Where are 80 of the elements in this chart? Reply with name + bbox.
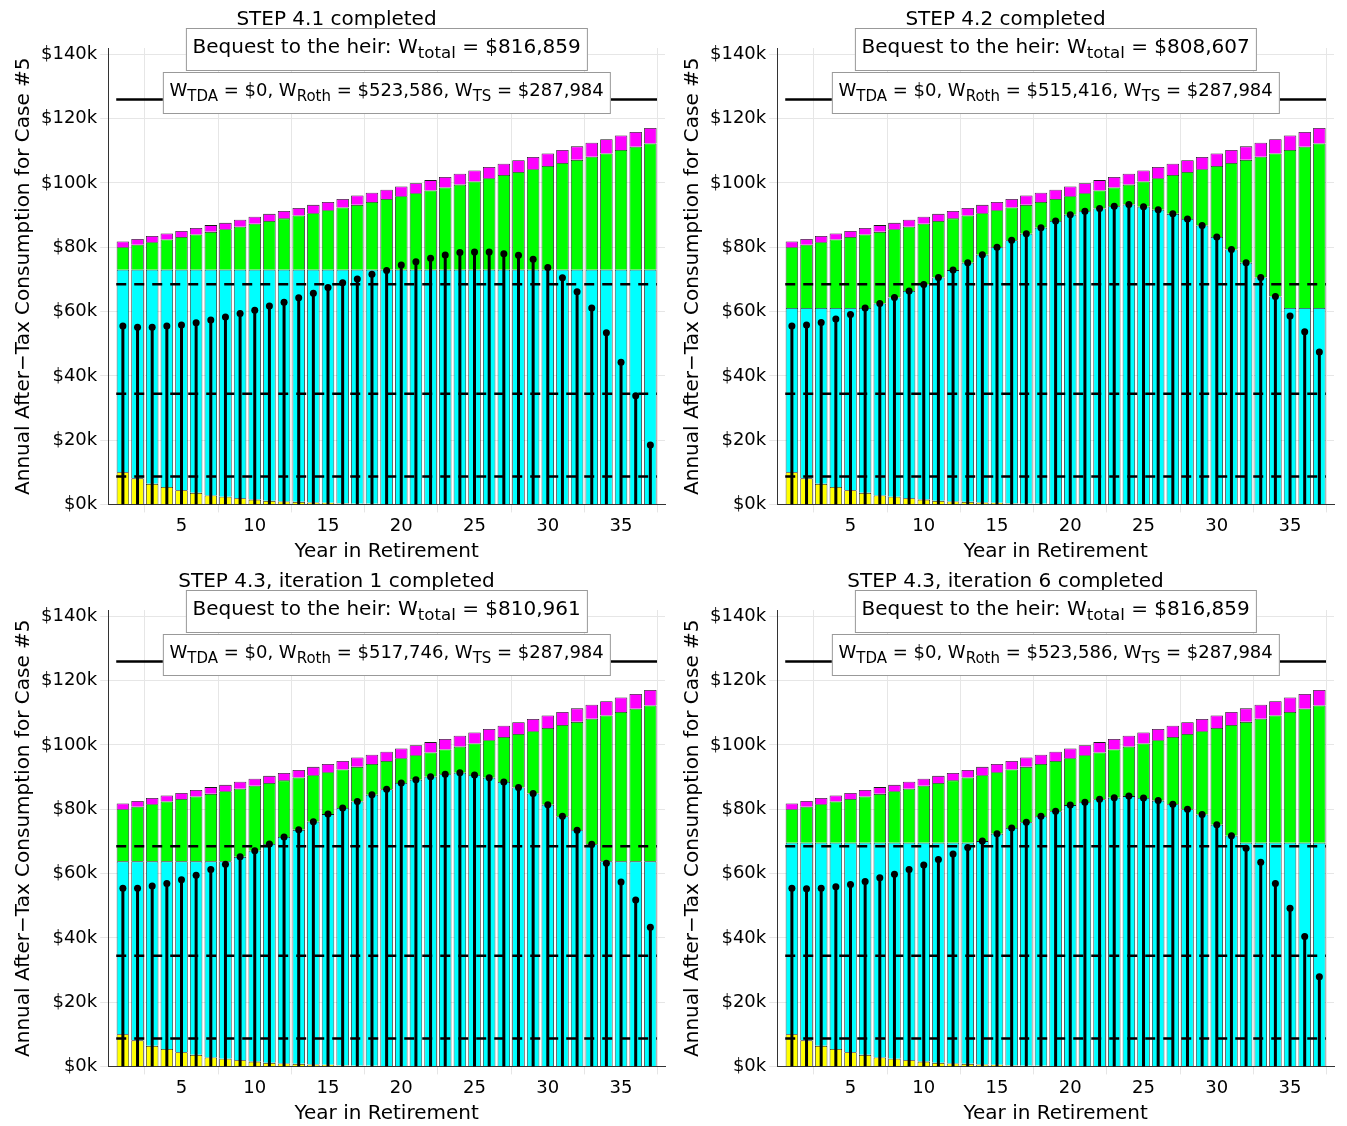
x-tick-label: 15 [316, 1075, 340, 1097]
y-tick-label: $120k [710, 106, 767, 128]
x-axis-title: Year in Retirement [293, 538, 479, 563]
y-tick-label: $40k [721, 925, 767, 947]
chart-title: STEP 4.1 completed [236, 6, 437, 31]
y-tick-label: $0k [63, 1054, 98, 1076]
y-axis-title: Annual After−Tax Consumption for Case #5 [10, 619, 35, 1057]
annotation: W$_{TDA}$ = $0, W$_{Roth}$ = $517,746, W$_{TS}$ = $287,984 [162, 634, 611, 676]
y-tick-label: $120k [41, 106, 98, 128]
x-tick-label: 15 [985, 1075, 1009, 1097]
annotation: Bequest to the heir: W$_{total}$ = $816,859 [861, 596, 1250, 624]
annotation: Bequest to the heir: W$_{total}$ = $810,961 [192, 596, 581, 624]
x-tick-label: 30 [1205, 513, 1229, 535]
y-tick-label: $0k [732, 492, 767, 514]
y-tick-label: $120k [41, 668, 98, 690]
y-tick-label: $120k [710, 668, 767, 690]
y-tick-label: $60k [721, 861, 767, 883]
y-axis-title: Annual After−Tax Consumption for Case #5 [10, 57, 35, 495]
x-tick-label: 15 [985, 513, 1009, 535]
chart-title: STEP 4.3, iteration 1 completed [178, 568, 495, 593]
x-tick-label: 20 [389, 513, 413, 535]
annotation: W$_{TDA}$ = $0, W$_{Roth}$ = $515,416, W$_{TS}$ = $287,984 [831, 72, 1280, 114]
x-axis-title: Year in Retirement [962, 1100, 1148, 1125]
y-axis-title: Annual After−Tax Consumption for Case #5 [679, 57, 704, 495]
y-tick-label: $60k [52, 299, 98, 321]
x-tick-label: 25 [463, 1075, 486, 1097]
x-tick-label: 5 [175, 1075, 188, 1097]
x-axis-title: Year in Retirement [293, 1100, 479, 1125]
x-tick-label: 5 [844, 1075, 857, 1097]
x-tick-label: 10 [243, 1075, 267, 1097]
x-tick-label: 30 [536, 1075, 560, 1097]
annotation: Bequest to the heir: W$_{total}$ = $808,607 [861, 34, 1250, 62]
x-tick-label: 25 [1132, 513, 1155, 535]
x-tick-label: 35 [609, 1075, 633, 1097]
y-tick-label: $140k [41, 42, 98, 64]
annotation: W$_{TDA}$ = $0, W$_{Roth}$ = $523,586, W$_{TS}$ = $287,984 [831, 634, 1280, 676]
y-tick-label: $60k [52, 861, 98, 883]
y-tick-label: $20k [721, 427, 767, 449]
x-tick-label: 10 [243, 513, 267, 535]
x-tick-label: 20 [1058, 1075, 1082, 1097]
x-tick-label: 10 [912, 1075, 936, 1097]
x-tick-label: 10 [912, 513, 936, 535]
y-tick-label: $100k [710, 170, 767, 192]
y-tick-label: $100k [41, 732, 98, 754]
y-tick-label: $80k [721, 234, 767, 256]
chart-title: STEP 4.3, iteration 6 completed [847, 568, 1164, 593]
y-tick-label: $40k [52, 363, 98, 385]
y-tick-label: $80k [721, 796, 767, 818]
chart-title: STEP 4.2 completed [905, 6, 1106, 31]
y-tick-label: $0k [732, 1054, 767, 1076]
x-tick-label: 20 [389, 1075, 413, 1097]
x-tick-label: 35 [1278, 1075, 1302, 1097]
x-tick-label: 30 [536, 513, 560, 535]
x-tick-label: 35 [609, 513, 633, 535]
x-tick-label: 15 [316, 513, 340, 535]
y-tick-label: $20k [52, 427, 98, 449]
y-tick-label: $60k [721, 299, 767, 321]
y-tick-label: $0k [63, 492, 98, 514]
x-tick-label: 35 [1278, 513, 1302, 535]
y-tick-label: $100k [710, 732, 767, 754]
y-tick-label: $100k [41, 170, 98, 192]
y-tick-label: $140k [710, 42, 767, 64]
x-tick-label: 5 [844, 513, 857, 535]
y-tick-label: $140k [710, 604, 767, 626]
annotation: Bequest to the heir: W$_{total}$ = $816,859 [192, 34, 581, 62]
x-tick-label: 20 [1058, 513, 1082, 535]
y-tick-label: $20k [721, 989, 767, 1011]
x-tick-label: 5 [175, 513, 188, 535]
y-tick-label: $80k [52, 796, 98, 818]
y-tick-label: $140k [41, 604, 98, 626]
x-tick-label: 25 [1132, 1075, 1155, 1097]
annotation: W$_{TDA}$ = $0, W$_{Roth}$ = $523,586, W$_{TS}$ = $287,984 [162, 72, 611, 114]
y-tick-label: $20k [52, 989, 98, 1011]
y-tick-label: $40k [721, 363, 767, 385]
y-tick-label: $40k [52, 925, 98, 947]
x-tick-label: 25 [463, 513, 486, 535]
y-tick-label: $80k [52, 234, 98, 256]
y-axis-title: Annual After−Tax Consumption for Case #5 [679, 619, 704, 1057]
x-tick-label: 30 [1205, 1075, 1229, 1097]
x-axis-title: Year in Retirement [962, 538, 1148, 563]
